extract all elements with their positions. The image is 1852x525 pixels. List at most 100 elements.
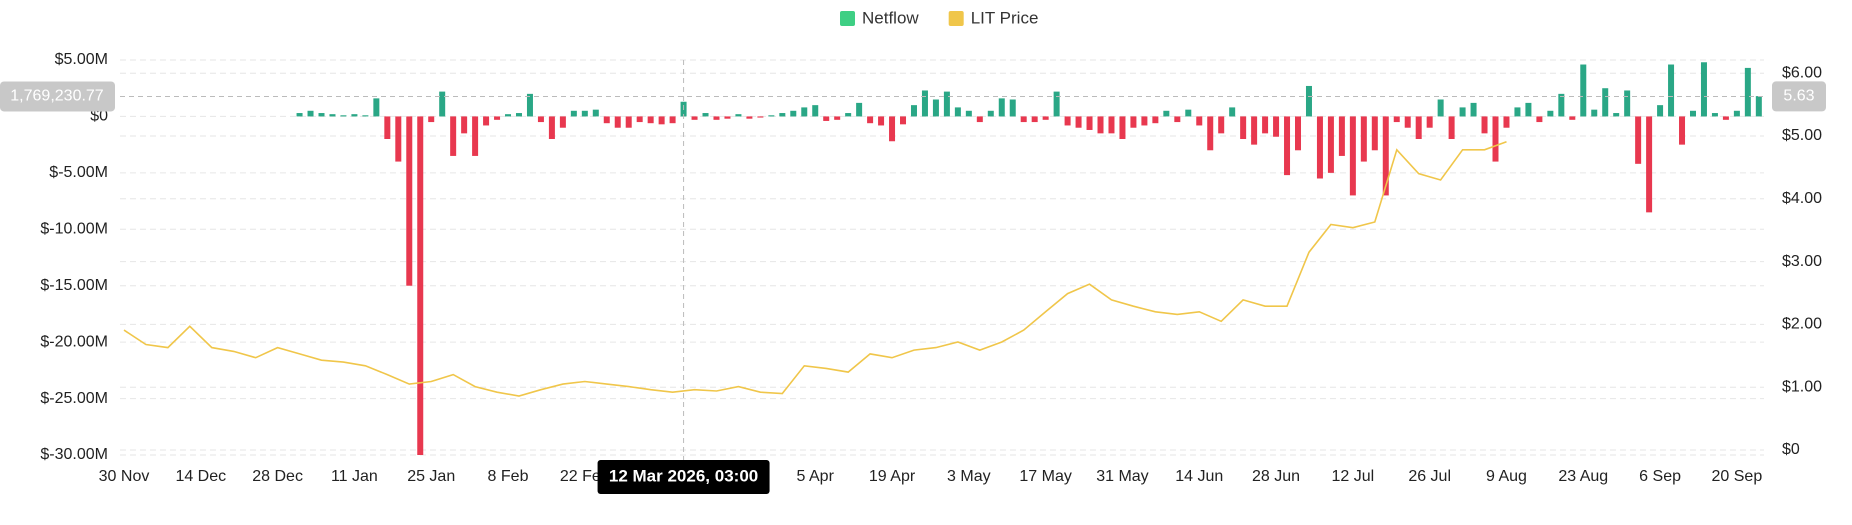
y-tick-label: $5.00M [55, 51, 108, 68]
legend-swatch [948, 11, 964, 26]
bar [559, 116, 566, 128]
bar [1185, 109, 1192, 117]
bar [439, 91, 446, 117]
bar [1229, 107, 1236, 117]
bar [779, 113, 786, 117]
bar [1657, 105, 1664, 117]
bar [1426, 116, 1433, 128]
bar [1481, 116, 1488, 134]
bar [932, 99, 939, 117]
x-tick-label: 5 Apr [797, 468, 835, 485]
bar [746, 116, 753, 119]
x-tick-label: 12 Jul [1332, 468, 1375, 485]
x-tick-label: 19 Apr [869, 468, 916, 485]
bar [1613, 113, 1620, 117]
bar [384, 116, 391, 139]
x-tick-label: 23 Aug [1558, 468, 1608, 485]
bar [1174, 116, 1181, 123]
bar [976, 116, 983, 123]
bar [1327, 116, 1334, 173]
bar [1097, 116, 1104, 134]
bar [1569, 116, 1576, 120]
x-tick-label: 25 Jan [407, 468, 455, 485]
bar [900, 116, 907, 125]
bar [910, 105, 917, 117]
bar [603, 116, 610, 124]
bar [1086, 116, 1093, 130]
bar [768, 115, 775, 117]
bar [1251, 116, 1258, 145]
bar [1646, 116, 1653, 213]
y-tick-label: $-10.00M [40, 221, 108, 238]
bar [943, 91, 950, 117]
bar [1393, 116, 1400, 123]
bar [1196, 116, 1203, 126]
bar [801, 107, 808, 117]
bar [658, 116, 665, 125]
bar [1064, 116, 1071, 126]
bar [362, 115, 369, 117]
y-tick-label: $-5.00M [49, 164, 108, 181]
bar [406, 116, 413, 286]
crosshair-y-label: 1,769,230.77 [10, 88, 104, 105]
y-tick-label: $0 [90, 108, 108, 125]
bar [1360, 116, 1367, 162]
bar [1558, 93, 1565, 117]
bar [856, 102, 863, 117]
bar [790, 110, 797, 117]
bar [1415, 116, 1422, 139]
bar [1503, 116, 1510, 128]
bar [472, 116, 479, 156]
x-tick-label: 28 Jun [1252, 468, 1300, 485]
y2-tick-label: $4.00 [1782, 190, 1822, 207]
x-tick-label: 8 Feb [488, 468, 529, 485]
bar [526, 93, 533, 117]
bar [812, 105, 819, 117]
bar [702, 113, 709, 117]
x-tick-label: 31 May [1096, 468, 1148, 485]
bar [625, 116, 632, 128]
y2-tick-label: $0 [1782, 441, 1800, 458]
bar [340, 115, 347, 117]
legend-swatch [840, 11, 855, 26]
crosshair-x-box [597, 460, 770, 494]
bar [1371, 116, 1378, 151]
bar [1744, 67, 1751, 117]
x-tick-label: 14 Dec [175, 468, 226, 485]
bar [417, 116, 424, 455]
bar [1141, 116, 1148, 126]
bar [581, 110, 588, 117]
bar [823, 116, 830, 121]
y2-tick-label: $3.00 [1782, 253, 1822, 270]
bar [1755, 96, 1762, 117]
legend-label: LIT Price [971, 8, 1039, 27]
bar [878, 116, 885, 126]
bar [647, 116, 654, 124]
bar [450, 116, 457, 156]
x-tick-label: 9 Aug [1486, 468, 1527, 485]
bar [1470, 102, 1477, 117]
bar [998, 98, 1005, 117]
bar [1284, 116, 1291, 176]
bar [1514, 107, 1521, 117]
crosshair-y-box [0, 81, 115, 112]
x-tick-label: 11 Jan [331, 468, 378, 485]
bar [921, 90, 928, 117]
y-tick-label: $-20.00M [40, 333, 108, 350]
bar [1218, 116, 1225, 134]
bar [395, 116, 402, 162]
bar [834, 116, 841, 120]
bar [1053, 91, 1060, 117]
bar [570, 110, 577, 117]
bar [494, 116, 501, 120]
x-tick-label: 3 May [947, 468, 991, 485]
y2-tick-label: $1.00 [1782, 378, 1822, 395]
bar [1108, 116, 1115, 134]
bar [1624, 90, 1631, 117]
x-tick-label: 22 Feb [560, 468, 610, 485]
bar [1492, 116, 1499, 162]
bar [592, 109, 599, 117]
bar [1042, 116, 1049, 120]
bar [889, 116, 896, 142]
